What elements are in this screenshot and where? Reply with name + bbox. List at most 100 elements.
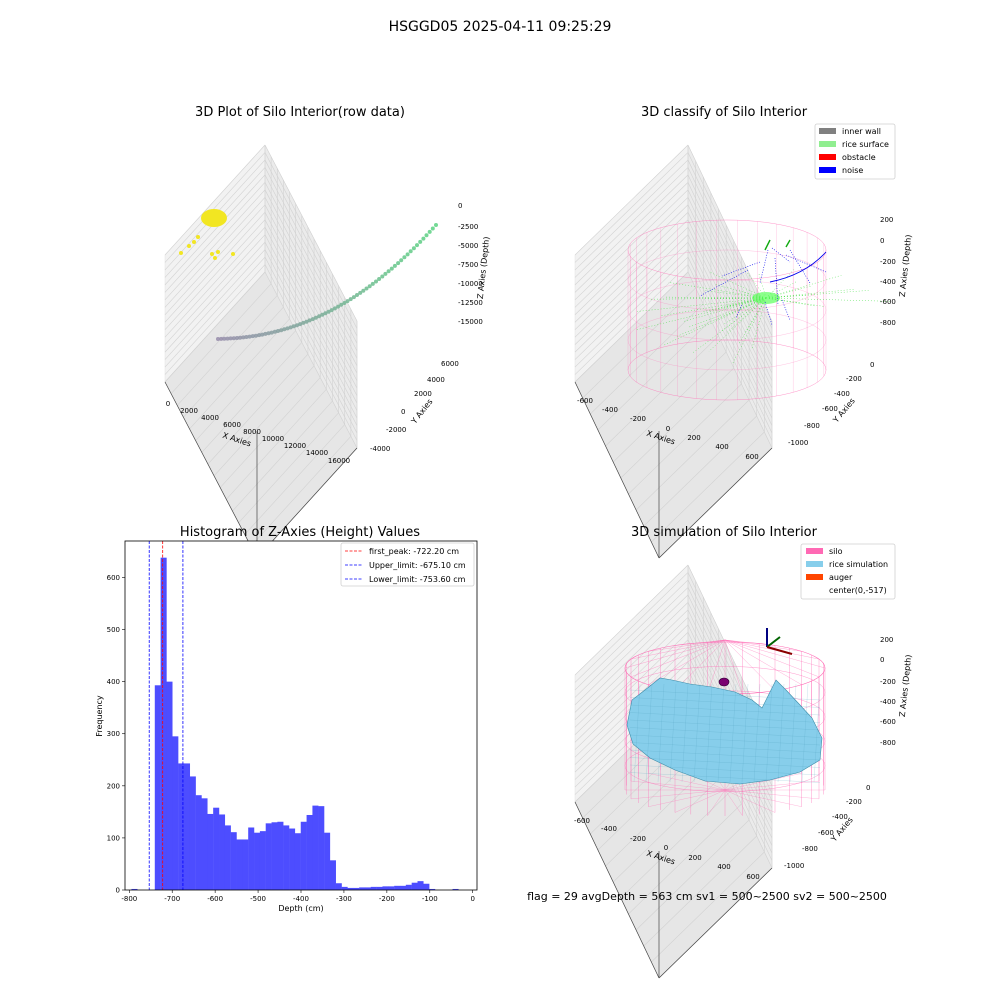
histogram-y-tick-label: 500 <box>107 626 120 634</box>
gridline <box>687 241 773 419</box>
raw-point <box>257 333 262 338</box>
rice-surface-ray <box>765 290 775 299</box>
legend-swatch-obstacle <box>819 154 836 160</box>
gridline <box>164 189 266 301</box>
gridline <box>226 389 327 500</box>
simulation-z-label: Z Axies (Depth) <box>898 654 914 717</box>
auger-axis-x <box>766 646 793 655</box>
raw-x-tick: 2000 <box>180 407 198 415</box>
histogram-y-tick-label: 100 <box>107 834 120 842</box>
raw-x-ticks: 0 2000 4000 6000 8000 10000 12000 14000 … <box>166 400 350 465</box>
legend-swatch-rice-simulation <box>806 561 823 567</box>
gridline <box>264 264 358 441</box>
gridline <box>687 212 773 389</box>
silo-floor-rib <box>630 789 726 800</box>
histogram-bar <box>283 825 290 890</box>
legend-label-obstacle: obstacle <box>842 153 876 162</box>
gridline <box>164 152 266 263</box>
classify-legend: inner wall rice surface obstacle noise <box>814 123 896 180</box>
gridline <box>687 219 773 396</box>
raw-point <box>208 219 212 223</box>
histogram-bar <box>178 763 185 890</box>
panel-raw-3d: 3D Plot of Silo Interior(row data) 0 200… <box>164 105 491 559</box>
panel-raw-title: 3D Plot of Silo Interior(row data) <box>195 105 405 120</box>
rice-mesh-line <box>629 764 821 776</box>
raw-point <box>380 274 385 279</box>
raw-point <box>253 333 258 338</box>
histogram-bar <box>452 888 459 890</box>
classify-y-tick: -600 <box>822 405 838 413</box>
simulation-z-tick: 200 <box>880 636 893 644</box>
histogram-bar <box>429 888 436 890</box>
rice-surface-ray <box>649 297 767 300</box>
histogram-bar <box>294 833 301 890</box>
rice-mesh-line <box>669 683 677 783</box>
legend-label-noise: noise <box>842 166 863 175</box>
noise-ray <box>764 301 773 326</box>
simulation-y-tick: -1000 <box>784 862 804 870</box>
panel-classify-title: 3D classify of Silo Interior <box>641 105 808 120</box>
classify-z-tick: 200 <box>880 216 893 224</box>
rice-surface-spike <box>764 239 791 251</box>
rice-surface-ray <box>636 297 767 331</box>
gridline <box>574 159 689 271</box>
silo-floor-rib <box>724 780 820 791</box>
raw-point <box>247 334 252 339</box>
raw-point <box>367 284 372 289</box>
gridline <box>164 174 266 286</box>
gridline <box>628 383 742 495</box>
simulation-z-ticks: 200 0 -200 -400 -600 -800 <box>880 636 896 747</box>
histogram-bar <box>417 881 424 890</box>
gridline <box>687 167 773 344</box>
rice-surface-ray <box>664 297 767 346</box>
gridline <box>574 594 689 706</box>
histogram-bar <box>335 883 342 890</box>
gridline <box>164 256 266 368</box>
rice-surface-ray <box>727 297 767 333</box>
legend-swatch-inner-wall <box>819 128 836 134</box>
rice-mesh-line <box>633 683 641 783</box>
gridline <box>574 167 689 278</box>
gridline <box>612 771 727 883</box>
raw-point <box>282 327 287 332</box>
histogram-bar <box>376 886 383 890</box>
histogram-bar <box>271 822 278 890</box>
histogram-bar <box>265 823 272 890</box>
raw-point <box>427 229 432 234</box>
panel-simulation-title: 3D simulation of Silo Interior <box>631 525 818 540</box>
histogram-bar <box>394 885 401 890</box>
status-footer: flag = 29 avgDepth = 563 cm sv1 = 500~25… <box>527 890 887 903</box>
silo-roof-rib <box>724 639 776 691</box>
raw-point <box>351 295 356 300</box>
gridline <box>264 182 358 359</box>
rice-mesh-line <box>717 683 725 783</box>
raw-point <box>219 336 224 341</box>
raw-point <box>291 324 296 329</box>
rice-mesh-line <box>693 683 701 783</box>
rice-mesh-line <box>813 683 821 783</box>
raw-y-ticks: -4000 -2000 0 2000 4000 6000 <box>370 360 459 453</box>
rice-mesh-line <box>629 704 821 716</box>
raw-point-cluster <box>201 209 227 227</box>
classify-y-tick: -200 <box>846 375 862 383</box>
raw-point <box>310 317 315 322</box>
raw-point <box>389 266 394 271</box>
raw-point <box>250 334 255 339</box>
rice-surface-ray <box>664 296 767 299</box>
gridline <box>264 271 358 449</box>
raw-x-tick: 16000 <box>328 457 350 465</box>
silo-roof-rib <box>630 639 726 678</box>
histogram-bar <box>411 882 418 890</box>
raw-point <box>424 233 429 238</box>
classify-z-tick: -600 <box>880 298 896 306</box>
silo-roof-rib <box>674 639 726 646</box>
classify-x-ticks: -600 -400 -200 0 200 400 600 <box>577 397 759 461</box>
histogram-bar <box>318 806 325 890</box>
legend-label-inner-wall: inner wall <box>842 127 881 136</box>
raw-point <box>336 304 341 309</box>
silo-roof-rib <box>648 639 726 685</box>
histogram-bar <box>370 886 377 890</box>
raw-y-tick: -2000 <box>386 426 406 434</box>
rice-mesh-line <box>645 683 653 783</box>
